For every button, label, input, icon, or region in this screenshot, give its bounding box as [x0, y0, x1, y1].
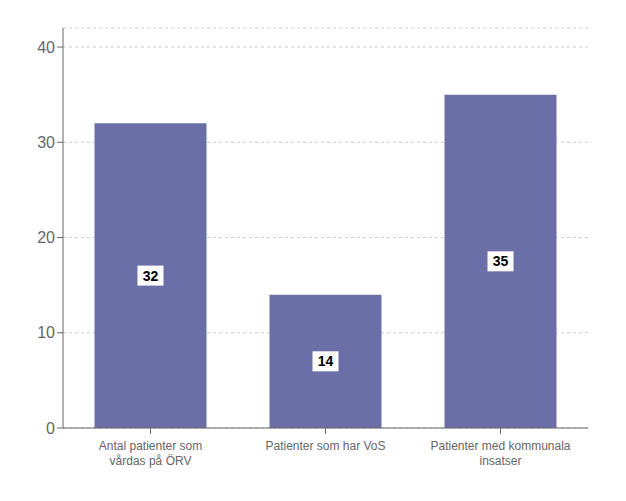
svg-text:40: 40 [37, 39, 55, 56]
svg-text:30: 30 [37, 134, 55, 151]
svg-text:20: 20 [37, 229, 55, 246]
svg-text:Antal patienter somvårdas på Ö: Antal patienter somvårdas på ÖRV [99, 439, 202, 468]
svg-text:10: 10 [37, 324, 55, 341]
svg-text:Patienter med kommunalainsatse: Patienter med kommunalainsatser [430, 439, 570, 468]
svg-text:0: 0 [46, 420, 55, 437]
svg-text:32: 32 [143, 268, 159, 284]
svg-text:35: 35 [493, 253, 509, 269]
svg-text:Patienter som har VoS: Patienter som har VoS [265, 439, 385, 453]
svg-text:14: 14 [318, 353, 334, 369]
